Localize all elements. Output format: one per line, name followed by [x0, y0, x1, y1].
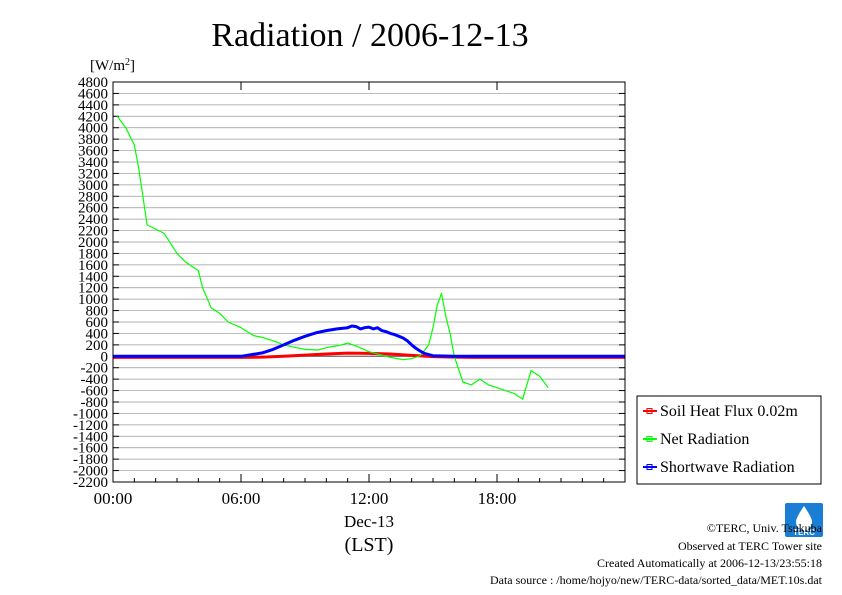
plot-frame	[112, 81, 626, 483]
y-tick-label: -1200	[73, 418, 108, 434]
y-tick-label: 3800	[78, 132, 108, 148]
y-tick-label: 2200	[78, 224, 108, 240]
footer-created: Created Automatically at 2006-12-13/23:5…	[597, 556, 822, 570]
y-tick-label: -2000	[73, 464, 108, 480]
x-tick-label: 18:00	[478, 489, 517, 508]
x-axis-unit-label: (LST)	[345, 534, 394, 556]
legend-marker	[646, 408, 653, 414]
y-axis-label-main: [W/m	[90, 58, 125, 74]
y-tick-label: 4000	[78, 121, 108, 137]
y-tick-label: 800	[86, 304, 109, 320]
x-axis-date-label: Dec-13	[344, 512, 394, 531]
water-drop-icon	[796, 506, 812, 530]
y-tick-label: -1400	[73, 429, 108, 445]
y-tick-label: 1800	[78, 246, 108, 262]
legend-marker	[646, 464, 653, 470]
series-line-1	[116, 115, 549, 400]
y-tick-label: 600	[86, 315, 109, 331]
footer-source: Data source : /home/hojyo/new/TERC-data/…	[490, 573, 823, 587]
y-tick-label: 2800	[78, 189, 108, 205]
y-tick-label: -1000	[73, 406, 108, 422]
y-tick-label: 2000	[78, 235, 108, 251]
x-tick-label: 00:00	[94, 489, 133, 508]
y-tick-label: 0	[101, 349, 109, 365]
terc-logo-text: TERC	[793, 528, 815, 537]
y-tick-label: -800	[81, 395, 109, 411]
y-tick-label: -1800	[73, 452, 108, 468]
y-tick-label: 2400	[78, 212, 108, 228]
legend-label: Net Radiation	[660, 431, 749, 448]
y-tick-label: -1600	[73, 441, 108, 457]
y-tick-label: -400	[81, 372, 109, 388]
terc-logo: TERC	[785, 503, 823, 537]
y-tick-label: -200	[81, 361, 109, 377]
y-tick-label: 3200	[78, 166, 108, 182]
series-lines	[113, 115, 625, 400]
y-tick-label: 3600	[78, 144, 108, 160]
y-axis-label-end: ]	[130, 58, 135, 74]
legend-marker	[646, 436, 653, 442]
y-tick-label: 1000	[78, 292, 108, 308]
series-line-2	[113, 324, 625, 358]
x-tick-label: 06:00	[222, 489, 261, 508]
legend-box	[636, 395, 822, 485]
y-tick-label: 1200	[78, 281, 108, 297]
y-tick-label: 4200	[78, 109, 108, 125]
y-tick-label: 3400	[78, 155, 108, 171]
y-tick-label: 2600	[78, 201, 108, 217]
legend-label: Soil Heat Flux 0.02m	[660, 403, 798, 420]
y-tick-label: -600	[81, 384, 109, 400]
y-tick-label: 3000	[78, 178, 108, 194]
y-tick-label: 1600	[78, 258, 108, 274]
y-ticks: 4800460044004200400038003600340032003000…	[73, 75, 625, 491]
legend: Soil Heat Flux 0.02m Net Radiation Shortwa…	[636, 395, 822, 485]
y-axis-label-sup: 2	[125, 57, 130, 68]
x-tick-label: 12:00	[350, 489, 389, 508]
y-tick-label: 4400	[78, 98, 108, 114]
y-tick-label: -2200	[73, 475, 108, 491]
y-tick-label: 400	[86, 326, 109, 342]
legend-label: Shortwave Radiation	[660, 459, 795, 476]
y-tick-label: 4800	[78, 75, 108, 91]
chart-title: Radiation / 2006-12-13	[211, 17, 528, 54]
y-axis-label: [W/m2]	[90, 57, 135, 74]
y-tick-label: 200	[86, 338, 109, 354]
footer-copyright: ©TERC, Univ. Tsukuba	[707, 521, 823, 535]
x-ticks: 00:00 06:00 12:00 18:00	[94, 82, 605, 508]
footer-observed: Observed at TERC Tower site	[678, 539, 822, 553]
y-tick-label: 4600	[78, 86, 108, 102]
y-tick-label: 1400	[78, 269, 108, 285]
grid-lines	[113, 81, 625, 483]
